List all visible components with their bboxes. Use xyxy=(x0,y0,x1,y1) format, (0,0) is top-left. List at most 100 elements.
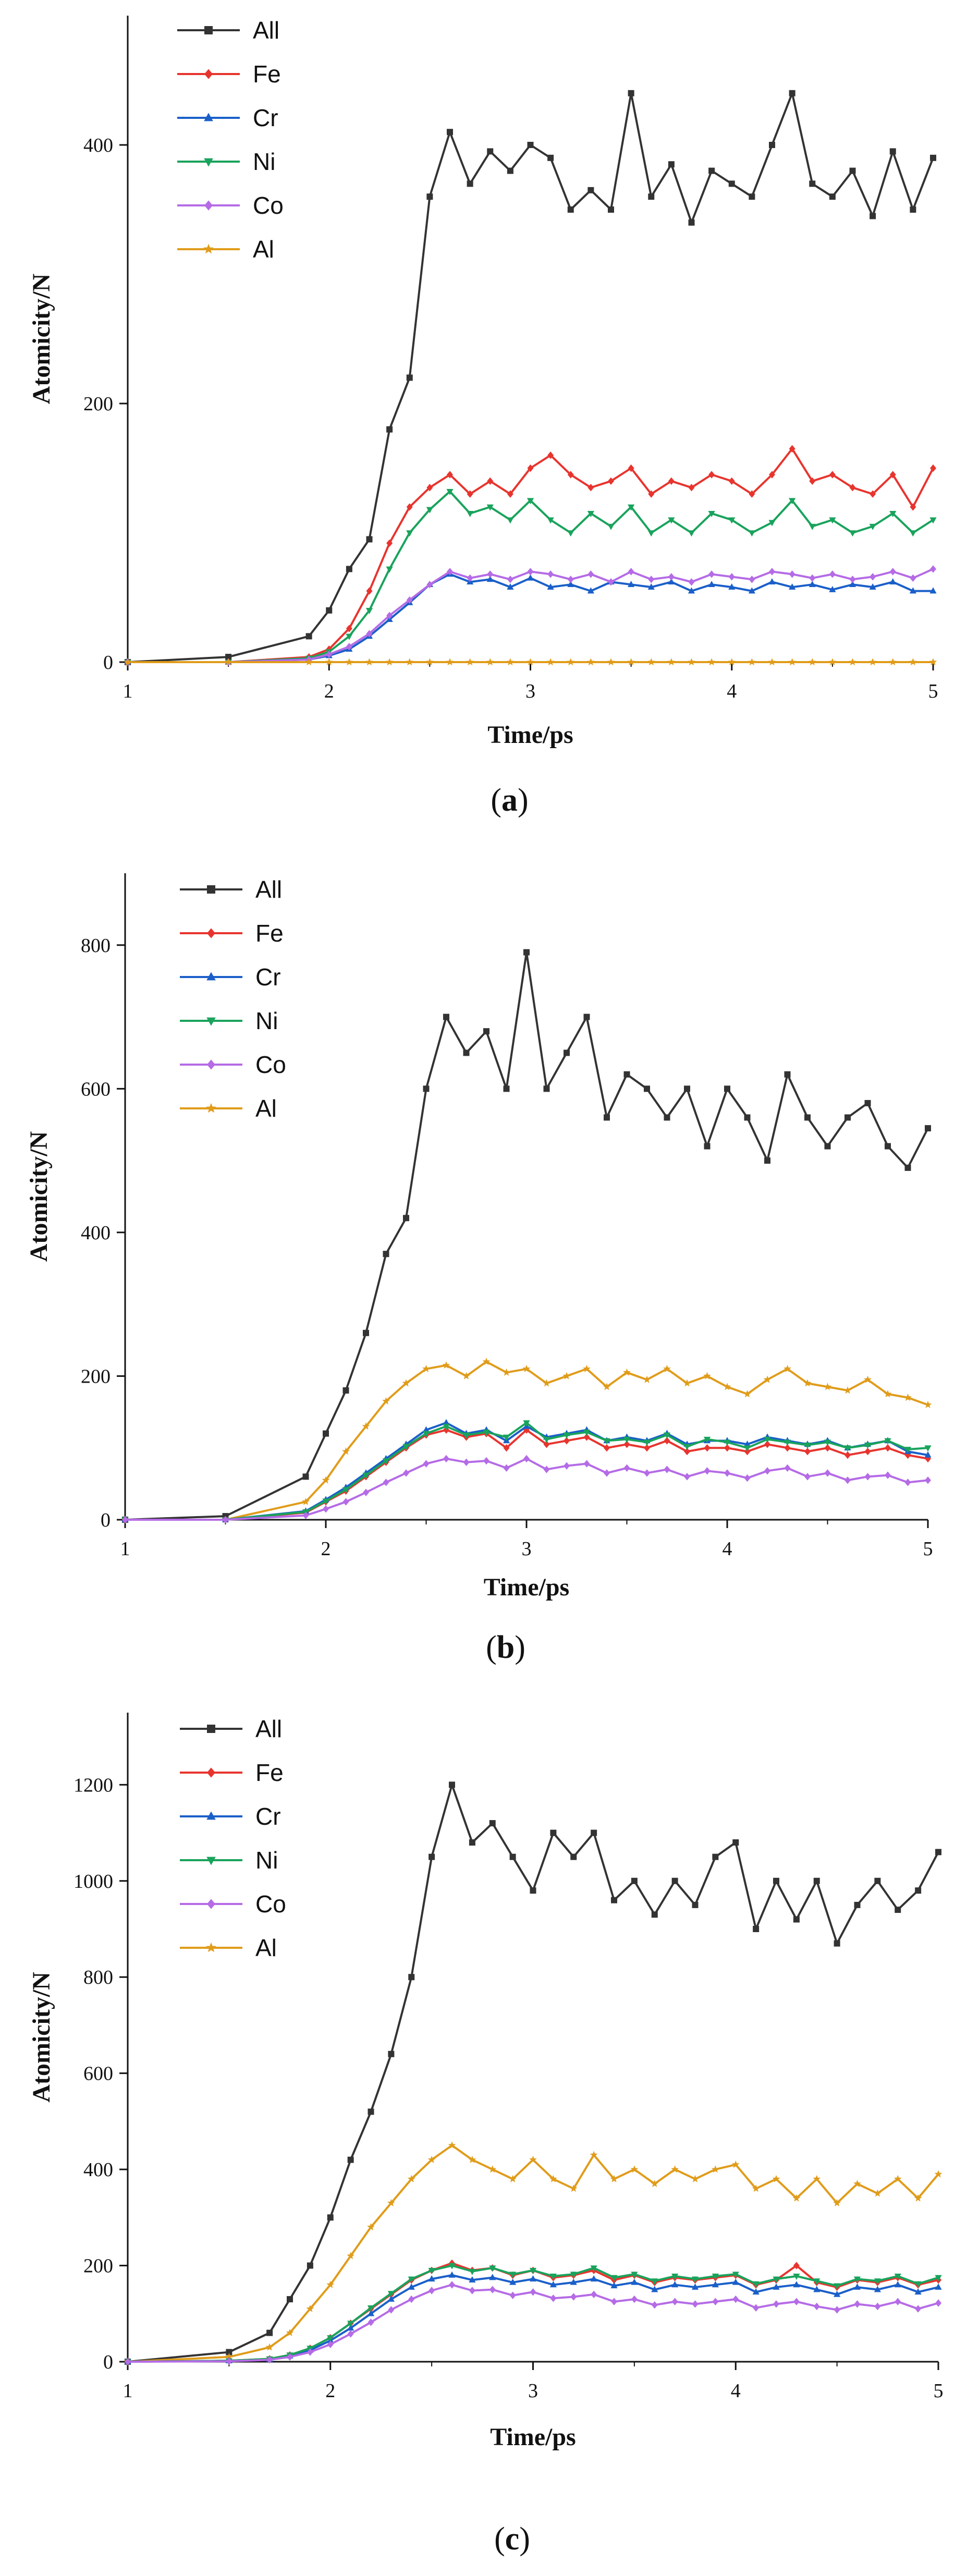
data-point-ni xyxy=(752,2281,760,2288)
y-tick-label: 200 xyxy=(83,393,113,415)
data-point-all xyxy=(426,193,433,200)
data-point-fe xyxy=(426,484,433,492)
legend-item-cr: Cr xyxy=(177,104,278,131)
data-point-fe xyxy=(829,471,836,479)
data-point-cr xyxy=(668,578,675,585)
data-point-fe xyxy=(769,471,775,479)
data-point-all xyxy=(266,2329,273,2336)
data-point-cr xyxy=(509,2278,517,2285)
data-point-ni xyxy=(904,1447,912,1454)
data-point-all xyxy=(623,1071,630,1078)
data-point-co xyxy=(122,1516,128,1524)
data-point-al xyxy=(124,658,132,666)
data-point-al xyxy=(864,1375,872,1383)
data-point-ni xyxy=(724,1439,731,1446)
data-point-al xyxy=(583,1364,591,1372)
data-point-ni xyxy=(874,2278,881,2285)
data-point-fe xyxy=(507,490,513,498)
data-point-all xyxy=(583,1014,590,1020)
data-point-co xyxy=(712,2298,719,2305)
data-point-fe xyxy=(793,2262,800,2269)
data-point-al xyxy=(442,1361,450,1369)
data-point-cr xyxy=(829,585,836,592)
legend-item-all: All xyxy=(177,17,279,44)
data-point-co xyxy=(895,2298,901,2305)
data-point-fe xyxy=(628,464,634,472)
data-point-al xyxy=(788,658,797,666)
data-point-fe xyxy=(889,471,896,479)
data-point-co xyxy=(864,1473,871,1481)
data-point-all xyxy=(346,566,352,572)
data-point-al xyxy=(306,2304,314,2312)
data-point-all xyxy=(732,1839,739,1846)
data-point-all xyxy=(570,1853,577,1860)
data-point-cr xyxy=(691,2283,699,2290)
data-point-al xyxy=(425,658,434,666)
data-point-co xyxy=(447,568,453,576)
data-point-fe xyxy=(543,1440,550,1448)
data-point-fe xyxy=(547,451,554,459)
data-point-all xyxy=(483,1028,489,1035)
data-point-co xyxy=(644,1469,650,1477)
data-point-al xyxy=(342,1447,350,1455)
data-point-al xyxy=(929,658,937,666)
data-point-all xyxy=(874,1877,881,1884)
data-point-fe xyxy=(764,1440,770,1448)
data-point-al xyxy=(402,1379,410,1387)
series-line-al xyxy=(125,1360,928,1521)
data-point-ni xyxy=(663,1432,671,1439)
data-point-ni xyxy=(894,2274,901,2280)
data-point-cr xyxy=(894,2281,901,2288)
data-point-cr xyxy=(809,581,816,587)
data-point-cr xyxy=(408,2283,415,2290)
x-tick-label: 4 xyxy=(723,1538,732,1560)
data-point-co xyxy=(342,1498,349,1506)
data-point-ni xyxy=(507,517,514,524)
data-point-ni xyxy=(523,1420,530,1427)
data-point-all xyxy=(784,1071,791,1078)
data-point-al xyxy=(482,1358,491,1365)
data-point-all xyxy=(849,167,856,174)
data-point-all xyxy=(403,1215,409,1222)
data-point-co xyxy=(824,1469,831,1477)
data-point-fe xyxy=(930,464,936,472)
legend-label: Al xyxy=(253,236,274,263)
legend-label: Ni xyxy=(255,1007,278,1034)
data-point-ni xyxy=(793,2274,800,2280)
legend-label: Co xyxy=(253,192,284,219)
data-point-co xyxy=(870,573,876,581)
legend-item-all: All xyxy=(180,876,282,903)
legend: All Fe Cr Ni Co Al xyxy=(177,17,284,263)
data-point-co xyxy=(363,1488,369,1496)
data-point-ni xyxy=(764,1436,771,1443)
data-point-fe xyxy=(849,484,856,492)
data-point-all xyxy=(507,167,513,174)
data-point-fe xyxy=(346,625,352,632)
data-point-ni xyxy=(869,523,876,530)
x-axis-title: Time/ps xyxy=(490,2423,576,2451)
data-point-all xyxy=(910,206,916,213)
data-point-co xyxy=(704,1467,711,1475)
data-point-co xyxy=(547,570,554,578)
data-point-cr xyxy=(527,574,534,581)
data-point-fe xyxy=(664,1437,670,1445)
series-fe xyxy=(122,1426,931,1524)
data-point-all xyxy=(463,1049,470,1056)
data-point-co xyxy=(383,1479,389,1486)
data-point-al xyxy=(752,2184,760,2192)
data-point-al xyxy=(824,1383,831,1390)
data-point-al xyxy=(934,2170,942,2178)
data-point-co xyxy=(226,2357,232,2365)
data-point-al xyxy=(448,2141,456,2149)
data-point-al xyxy=(446,658,454,666)
data-point-ni xyxy=(889,511,897,517)
data-point-co xyxy=(749,576,755,583)
data-point-co xyxy=(834,2306,840,2314)
legend-label: Co xyxy=(255,1051,286,1078)
data-point-fe xyxy=(366,587,373,595)
data-point-co xyxy=(463,1458,470,1466)
data-point-cr xyxy=(651,2286,658,2292)
legend-label: Cr xyxy=(253,104,278,131)
data-point-al xyxy=(385,658,394,666)
data-point-fe xyxy=(648,490,655,498)
